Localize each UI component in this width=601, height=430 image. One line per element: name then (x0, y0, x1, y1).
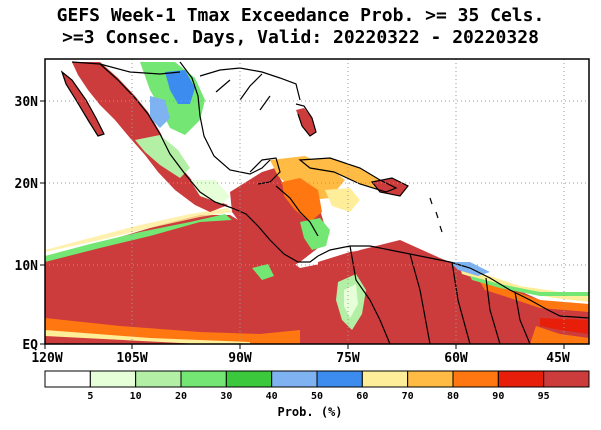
colorbar-swatch (361, 370, 409, 388)
colorbar-tick-label: 10 (130, 391, 142, 402)
colorbar-tick-label: 50 (311, 391, 323, 402)
lat-label-eq: EQ (22, 338, 38, 353)
map-plot-area (45, 59, 589, 344)
lon-label-105w: 105W (116, 351, 147, 366)
colorbar-tick-label: 70 (402, 391, 414, 402)
colorbar-tick-label: 30 (220, 391, 232, 402)
colorbar: 5 10 20 30 40 50 60 70 80 90 95 (44, 370, 590, 402)
colorbar-swatch (89, 370, 137, 388)
lat-label-30n: 30N (15, 95, 39, 110)
colorbar-tick-label: 90 (492, 391, 504, 402)
colorbar-tick-label: 95 (538, 391, 550, 402)
lon-label-90w: 90W (228, 351, 252, 366)
title-line-2: >=3 Consec. Days, Valid: 20220322 - 2022… (62, 27, 539, 48)
colorbar-title: Prob. (%) (277, 405, 342, 419)
lon-label-60w: 60W (444, 351, 468, 366)
colorbar-swatch (225, 370, 273, 388)
colorbar-tick-label: 40 (266, 391, 278, 402)
colorbar-swatch (543, 370, 590, 388)
colorbar-swatch (316, 370, 363, 388)
colorbar-tick-label: 20 (175, 391, 187, 402)
colorbar-swatch (452, 370, 499, 388)
colorbar-swatch (497, 370, 545, 388)
colorbar-swatch (271, 370, 318, 388)
lon-label-75w: 75W (336, 351, 360, 366)
colorbar-swatch (135, 370, 182, 388)
lat-label-10n: 10N (15, 259, 39, 274)
colorbar-tick-label: 5 (87, 391, 93, 402)
lat-label-20n: 20N (15, 177, 39, 192)
colorbar-tick-label: 60 (356, 391, 368, 402)
lon-label-120w: 120W (31, 351, 62, 366)
colorbar-swatch (180, 370, 227, 388)
title-line-1: GEFS Week-1 Tmax Exceedance Prob. >= 35 … (56, 5, 545, 26)
map-grid (45, 59, 589, 344)
coastlines (60, 61, 589, 344)
axis-ticks (40, 100, 565, 349)
colorbar-swatch (407, 370, 454, 388)
map-frame (44, 58, 590, 345)
colorbar-tick-label: 80 (447, 391, 459, 402)
colorbar-swatch (44, 370, 91, 388)
south-america-high-prob-region (318, 248, 589, 344)
lon-label-45w: 45W (546, 351, 570, 366)
